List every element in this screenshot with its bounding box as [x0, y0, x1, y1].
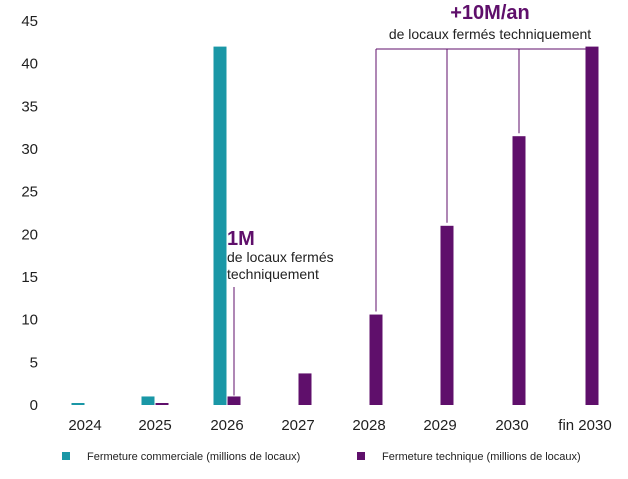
legend: Fermeture commerciale (millions de locau… — [62, 451, 581, 463]
y-tick-label: 20 — [21, 226, 38, 243]
bar-commercial — [213, 46, 227, 405]
annotation-1m-text-line1: de locaux fermés — [227, 249, 334, 265]
annotation-10m-value: +10M/an — [450, 2, 529, 24]
x-tick-label: 2029 — [423, 417, 456, 434]
bar-technique — [155, 403, 169, 405]
x-tick-label: 2027 — [281, 417, 314, 434]
x-tick-label: fin 2030 — [558, 417, 611, 434]
y-tick-label: 40 — [21, 56, 38, 73]
bar-technique — [440, 225, 454, 405]
bar-technique — [227, 396, 241, 405]
y-tick-label: 10 — [21, 312, 38, 329]
y-tick-label: 5 — [30, 354, 38, 371]
bar-technique — [585, 46, 599, 405]
y-tick-label: 35 — [21, 98, 38, 115]
y-tick-label: 45 — [21, 13, 38, 30]
bar-technique — [369, 314, 383, 405]
x-tick-label: 2030 — [495, 417, 528, 434]
legend-label-technique: Fermeture technique (millions de locaux) — [382, 451, 581, 463]
annotation-10m-text: de locaux fermés techniquement — [389, 26, 591, 42]
x-tick-label: 2026 — [210, 417, 243, 434]
x-tick-label: 2028 — [352, 417, 385, 434]
legend-label-commercial: Fermeture commerciale (millions de locau… — [87, 451, 300, 463]
annotation-connectors — [233, 48, 592, 396]
y-axis-ticks: 0 5 10 15 20 25 30 35 40 45 — [21, 13, 38, 414]
y-tick-label: 15 — [21, 269, 38, 286]
bars — [71, 46, 599, 405]
y-tick-label: 30 — [21, 141, 38, 158]
bar-technique — [298, 373, 312, 405]
legend-swatch-commercial — [62, 452, 70, 460]
x-axis-ticks: 2024 2025 2026 2027 2028 2029 2030 fin 2030 — [68, 417, 611, 434]
bar-technique — [512, 136, 526, 405]
annotation-1m-text-line2: techniquement — [227, 266, 319, 282]
x-tick-label: 2024 — [68, 417, 101, 434]
bar-commercial — [141, 396, 155, 405]
bar-commercial — [71, 403, 85, 405]
x-tick-label: 2025 — [138, 417, 171, 434]
legend-swatch-technique — [357, 452, 365, 460]
y-tick-label: 0 — [30, 397, 38, 414]
annotation-1m-value: 1M — [227, 228, 255, 250]
y-tick-label: 25 — [21, 184, 38, 201]
